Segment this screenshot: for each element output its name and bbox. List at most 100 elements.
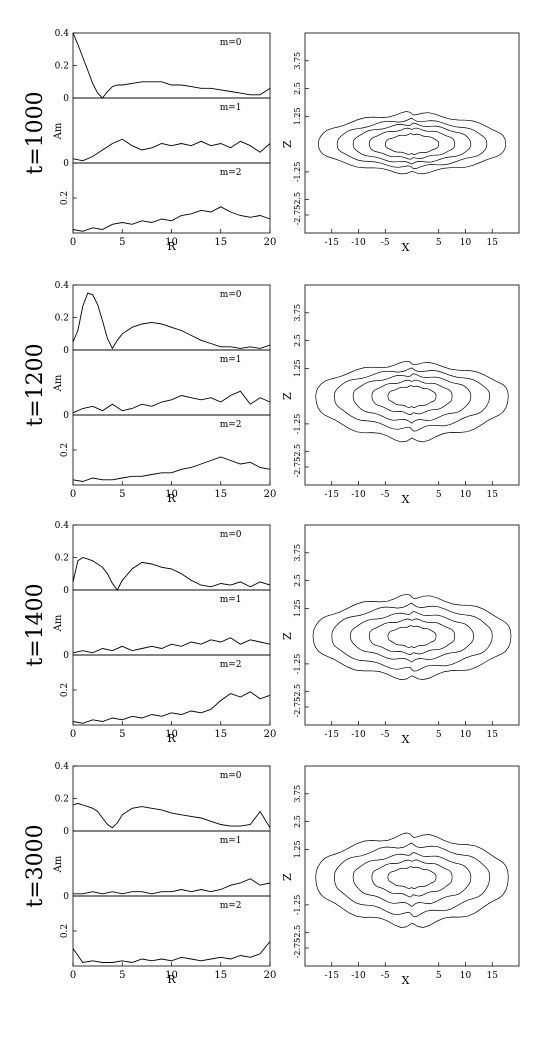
y-tick-label: 0.2 <box>60 443 70 457</box>
y-tick-label: 0.2 <box>55 62 69 72</box>
x-tick-label: 20 <box>264 729 277 740</box>
y-tick-label: 3.75 <box>293 785 302 803</box>
mode-label: m=2 <box>220 660 242 670</box>
x-tick-label: 5 <box>436 730 442 740</box>
mode-label: m=0 <box>220 38 242 48</box>
z-axis-label: Z <box>281 392 294 400</box>
series-line-m=2 <box>72 456 271 482</box>
x-axis-label: X <box>402 974 410 987</box>
density-contour <box>315 832 509 928</box>
series-line-m=1 <box>72 637 271 654</box>
y-tick-label: 0.2 <box>60 683 70 697</box>
density-contour <box>318 111 506 175</box>
x-axis-label: X <box>402 493 410 506</box>
time-label: t=1400 <box>23 583 48 666</box>
density-contour <box>352 852 472 907</box>
mode-label: m=1 <box>220 103 242 113</box>
y-tick-label: 0.2 <box>55 554 69 564</box>
density-contour <box>350 611 474 663</box>
mode-label: m=2 <box>220 420 242 430</box>
amplitude-axis-label: Am <box>53 374 64 392</box>
y-tick-label: 0.4 <box>55 281 70 291</box>
mode-label: m=1 <box>220 836 242 846</box>
y-tick-label: 2.5 <box>293 334 302 347</box>
density-contour <box>331 602 493 672</box>
density-contour <box>352 373 472 424</box>
density-contour <box>336 117 488 169</box>
y-tick-label: 0 <box>63 159 69 169</box>
radius-axis-label: R <box>167 492 176 505</box>
x-tick-label: 10 <box>460 730 472 740</box>
y-tick-label: 0 <box>63 411 69 421</box>
z-axis-label: Z <box>281 873 294 881</box>
x-tick-label: 5 <box>119 729 125 740</box>
series-line-m=1 <box>72 138 271 162</box>
y-tick-label: 1.25 <box>293 107 302 125</box>
radius-axis-label: R <box>167 973 176 986</box>
y-tick-label: -2.5 <box>293 444 302 459</box>
y-tick-label: 1.25 <box>293 840 302 858</box>
time-label: t=3000 <box>23 824 48 907</box>
y-tick-label: 0 <box>63 892 69 902</box>
series-line-m=2 <box>72 691 271 724</box>
y-tick-label: 3.75 <box>293 544 302 562</box>
x-tick-label: -10 <box>351 238 366 248</box>
mode-label: m=2 <box>220 901 242 911</box>
y-tick-label: 0 <box>63 827 69 837</box>
density-contour <box>384 133 440 155</box>
contour-panel-frame <box>304 284 520 486</box>
y-tick-label: 0.2 <box>60 191 70 205</box>
x-tick-label: 15 <box>214 489 227 500</box>
time-label: t=1200 <box>23 343 48 426</box>
chart-group-3: t=3000 m=0 0 0.2 0.4 m=1 0 m=2 0.2 Am 0 5 10 15 20 R -15… <box>23 762 520 987</box>
z-axis-label: Z <box>281 140 294 148</box>
y-tick-label: -2.75 <box>293 205 302 226</box>
x-tick-label: 10 <box>165 970 178 981</box>
y-tick-label: -2.5 <box>293 684 302 699</box>
y-tick-label: -2.5 <box>293 925 302 940</box>
x-tick-label: -5 <box>381 490 390 500</box>
amplitude-axis-label: Am <box>53 122 64 140</box>
series-line-m=2 <box>72 206 271 232</box>
radius-axis-label: R <box>167 732 176 745</box>
x-tick-label: 15 <box>487 238 499 248</box>
density-contour <box>387 625 437 648</box>
x-tick-label: 0 <box>70 237 76 248</box>
chart-group-0: t=1000 m=0 0 0.2 0.4 m=1 0 m=2 0.2 Am 0 5 10 15 20 R -15… <box>23 29 520 254</box>
density-contour <box>387 866 437 889</box>
x-tick-label: 10 <box>165 489 178 500</box>
density-contour <box>387 385 437 408</box>
y-tick-label: -2.75 <box>293 697 302 718</box>
y-tick-label: 0 <box>63 651 69 661</box>
y-tick-label: -1.25 <box>293 654 302 675</box>
density-contour <box>371 379 453 416</box>
density-contour <box>371 859 453 898</box>
density-contour <box>315 360 509 443</box>
y-tick-label: 0 <box>63 94 69 104</box>
mode-label: m=1 <box>220 595 242 605</box>
x-tick-label: 0 <box>70 729 76 740</box>
y-tick-label: 0.4 <box>55 29 70 39</box>
mode-label: m=0 <box>220 530 242 540</box>
y-tick-label: 1.25 <box>293 359 302 377</box>
time-label: t=1000 <box>23 91 48 174</box>
x-tick-label: 10 <box>165 729 178 740</box>
series-line-m=1 <box>73 878 271 895</box>
x-tick-label: 5 <box>119 237 125 248</box>
x-tick-label: 0 <box>70 970 76 981</box>
y-tick-label: 1.25 <box>293 599 302 617</box>
x-tick-label: 10 <box>460 971 472 981</box>
mode-label: m=0 <box>220 771 242 781</box>
series-line-m=1 <box>72 390 271 414</box>
x-tick-label: -15 <box>325 971 340 981</box>
x-tick-label: -5 <box>381 238 390 248</box>
y-tick-label: -2.5 <box>293 192 302 207</box>
series-line-m=0 <box>72 802 271 829</box>
chart-group-2: t=1400 m=0 0 0.2 0.4 m=1 0 m=2 0.2 Am 0 5 10 15 20 R -15… <box>23 521 520 746</box>
x-tick-label: -5 <box>381 730 390 740</box>
x-tick-label: 5 <box>436 238 442 248</box>
y-tick-label: -1.25 <box>293 162 302 183</box>
x-tick-label: 15 <box>487 730 499 740</box>
series-line-m=0 <box>72 292 271 350</box>
